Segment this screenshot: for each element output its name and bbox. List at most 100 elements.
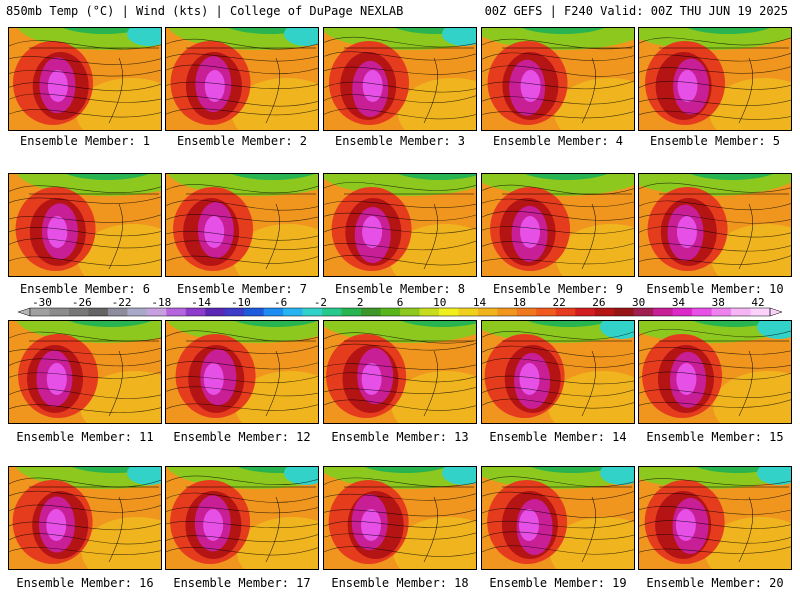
colorbar-swatch: [263, 308, 284, 316]
member-caption: Ensemble Member: 3: [334, 134, 466, 148]
colorbar-swatch: [711, 308, 732, 316]
ensemble-panel-6: [8, 173, 162, 277]
colorbar-swatch: [575, 308, 596, 316]
colorbar-swatch: [692, 308, 713, 316]
colorbar-swatch: [244, 308, 265, 316]
member-caption: Ensemble Member: 9: [492, 282, 624, 296]
ensemble-panel-7: [165, 173, 319, 277]
member-caption: Ensemble Member: 11: [16, 430, 154, 444]
ensemble-panel-16: [8, 466, 162, 570]
member-caption: Ensemble Member: 2: [176, 134, 308, 148]
colorbar-swatch: [594, 308, 615, 316]
colorbar-swatch: [400, 308, 420, 316]
ensemble-panel-2: [165, 27, 319, 131]
member-caption: Ensemble Member: 5: [649, 134, 781, 148]
colorbar-swatch: [731, 308, 752, 316]
colorbar-swatch: [341, 308, 362, 316]
ensemble-panel-14: [481, 320, 635, 424]
colorbar-tick-label: 10: [433, 296, 446, 309]
colorbar-swatch: [672, 308, 693, 316]
colorbar-swatch: [536, 308, 557, 316]
colorbar-tick-label: -2: [314, 296, 327, 309]
ensemble-panel-8: [323, 173, 477, 277]
ensemble-panel-17: [165, 466, 319, 570]
colorbar-swatch: [283, 308, 304, 316]
member-caption: Ensemble Member: 13: [331, 430, 469, 444]
member-caption: Ensemble Member: 6: [19, 282, 151, 296]
member-caption: Ensemble Member: 20: [646, 576, 784, 590]
ensemble-panel-15: [638, 320, 792, 424]
colorbar-tick-label: 14: [473, 296, 487, 309]
member-caption: Ensemble Member: 19: [489, 576, 627, 590]
colorbar-tick-label: 2: [357, 296, 364, 309]
member-caption: Ensemble Member: 16: [16, 576, 154, 590]
ensemble-panel-1: [8, 27, 162, 131]
ensemble-panel-5: [638, 27, 792, 131]
colorbar-tick-label: 38: [712, 296, 725, 309]
ensemble-panel-4: [481, 27, 635, 131]
colorbar-tick-label: -22: [112, 296, 132, 309]
member-caption: Ensemble Member: 10: [646, 282, 784, 296]
member-caption: Ensemble Member: 12: [173, 430, 311, 444]
colorbar-swatch: [380, 308, 401, 316]
colorbar-swatch: [30, 308, 50, 316]
colorbar-swatch: [68, 308, 89, 316]
ensemble-panel-3: [323, 27, 477, 131]
colorbar-swatch: [88, 308, 109, 316]
colorbar-tick-label: -30: [32, 296, 52, 309]
ensemble-panel-18: [323, 466, 477, 570]
colorbar-tick-label: 18: [513, 296, 526, 309]
header-valid-time: 00Z GEFS | F240 Valid: 00Z THU JUN 19 20…: [484, 4, 788, 18]
colorbar-swatch: [614, 308, 635, 316]
colorbar-swatch: [107, 308, 128, 316]
colorbar-swatch: [322, 308, 343, 316]
colorbar-tick-label: 30: [632, 296, 645, 309]
colorbar-swatch: [653, 308, 674, 316]
member-caption: Ensemble Member: 18: [331, 576, 469, 590]
colorbar-swatch: [555, 308, 576, 316]
colorbar-swatch: [127, 308, 148, 316]
header-title: 850mb Temp (°C) | Wind (kts) | College o…: [6, 4, 404, 18]
colorbar-tick-label: 22: [552, 296, 565, 309]
colorbar-swatch: [633, 308, 654, 316]
ensemble-panel-10: [638, 173, 792, 277]
ensemble-panel-11: [8, 320, 162, 424]
member-caption: Ensemble Member: 15: [646, 430, 784, 444]
member-caption: Ensemble Member: 14: [489, 430, 627, 444]
ensemble-panel-19: [481, 466, 635, 570]
member-caption: Ensemble Member: 17: [173, 576, 311, 590]
colorbar-swatch: [205, 308, 226, 316]
colorbar-tick-label: 6: [397, 296, 404, 309]
colorbar-swatch: [185, 308, 206, 316]
colorbar-tick-label: 34: [672, 296, 686, 309]
colorbar-swatch: [477, 308, 498, 316]
colorbar-swatch: [361, 308, 382, 316]
colorbar-tick-label: -6: [274, 296, 287, 309]
member-caption: Ensemble Member: 1: [19, 134, 151, 148]
colorbar-swatch: [438, 308, 459, 316]
member-caption: Ensemble Member: 8: [334, 282, 466, 296]
ensemble-panel-13: [323, 320, 477, 424]
colorbar-swatch: [516, 308, 537, 316]
colorbar-swatch: [146, 308, 167, 316]
ensemble-panel-9: [481, 173, 635, 277]
colorbar-swatch: [49, 308, 70, 316]
colorbar-tick-label: -18: [151, 296, 171, 309]
colorbar-swatch: [302, 308, 323, 316]
colorbar-swatch: [224, 308, 245, 316]
colorbar-tick-label: -26: [72, 296, 92, 309]
colorbar-swatch: [166, 308, 187, 316]
temperature-colorbar: -30 -26 -22 -18 -14 -10 -6 -2 2 6 10 14 18 22 26 30 34 38…: [17, 296, 783, 317]
ensemble-panel-20: [638, 466, 792, 570]
member-caption: Ensemble Member: 7: [176, 282, 308, 296]
colorbar-swatch: [750, 308, 771, 316]
colorbar-swatch: [497, 308, 518, 316]
colorbar-tick-label: -14: [191, 296, 211, 309]
colorbar-tick-label: 42: [751, 296, 764, 309]
ensemble-panel-12: [165, 320, 319, 424]
colorbar-swatch: [458, 308, 479, 316]
colorbar-swatch: [419, 308, 440, 316]
colorbar-tick-label: 26: [592, 296, 605, 309]
member-caption: Ensemble Member: 4: [492, 134, 624, 148]
colorbar-tick-label: -10: [231, 296, 251, 309]
